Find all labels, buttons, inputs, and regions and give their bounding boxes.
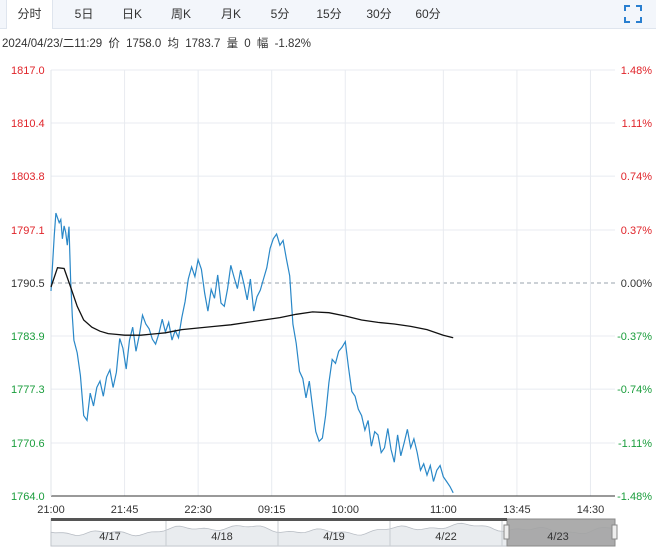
tab-weekly-k[interactable]: 周K bbox=[170, 7, 191, 21]
info-datetime: 2024/04/23/二11:29 bbox=[2, 38, 103, 50]
quote-info-bar: 2024/04/23/二11:29 价 1758.0 均 1783.7 量 0 … bbox=[2, 35, 314, 51]
time-tick-label: 09:15 bbox=[258, 504, 286, 516]
info-vol-label: 量 bbox=[226, 38, 239, 50]
info-price: 1758.0 bbox=[126, 38, 162, 50]
info-chg-label: 幅 bbox=[256, 38, 269, 50]
price-tick-label: 1797.1 bbox=[11, 225, 45, 237]
navigator-handle-right bbox=[611, 524, 618, 540]
navigator-top-bar bbox=[51, 518, 507, 521]
percent-tick-label: -1.48% bbox=[617, 491, 652, 503]
time-axis-labels: 21:00 21:45 22:30 09:15 10:00 11:00 13:45 14:30 bbox=[37, 504, 604, 516]
price-tick-label: 1764.0 bbox=[11, 491, 45, 503]
tab-30min[interactable]: 30分 bbox=[366, 7, 392, 21]
price-tick-label: 1803.8 bbox=[11, 171, 45, 183]
percent-tick-label: -1.11% bbox=[618, 438, 652, 450]
time-tick-label: 11:00 bbox=[430, 504, 457, 516]
percent-tick-label: 0.74% bbox=[621, 171, 652, 183]
tab-5day[interactable]: 5日 bbox=[74, 7, 94, 21]
navigator-handle-left bbox=[503, 524, 510, 540]
navigator-date-label: 4/18 bbox=[211, 531, 232, 543]
chart-series bbox=[50, 212, 454, 494]
price-tick-label: 1790.5 bbox=[11, 278, 45, 290]
price-axis-labels: 1817.0 1810.4 1803.8 1797.1 1790.5 1783.9 1777… bbox=[11, 65, 45, 503]
tab-daily-k[interactable]: 日K bbox=[121, 7, 142, 21]
price-line bbox=[50, 212, 454, 494]
percent-tick-label: -0.37% bbox=[617, 331, 652, 343]
tab-60min[interactable]: 60分 bbox=[415, 7, 441, 21]
navigator-date-label: 4/17 bbox=[99, 531, 120, 543]
time-tick-label: 10:00 bbox=[331, 504, 359, 516]
info-chg: -1.82% bbox=[274, 38, 312, 50]
navigator-date-label: 4/19 bbox=[323, 531, 344, 543]
info-price-label: 价 bbox=[108, 38, 120, 50]
price-tick-label: 1783.9 bbox=[11, 331, 45, 343]
price-tick-label: 1810.4 bbox=[11, 118, 45, 130]
time-tick-label: 21:00 bbox=[37, 504, 65, 516]
price-tick-label: 1777.3 bbox=[11, 384, 45, 396]
time-tick-label: 13:45 bbox=[503, 504, 531, 516]
tab-monthly-k[interactable]: 月K bbox=[220, 7, 241, 21]
info-avg-label: 均 bbox=[167, 38, 179, 50]
time-tick-label: 14:30 bbox=[577, 504, 605, 516]
tab-intraday[interactable]: 分时 bbox=[6, 0, 53, 29]
tab-15min[interactable]: 15分 bbox=[316, 7, 342, 21]
time-tick-label: 22:30 bbox=[184, 504, 212, 516]
tab-5min[interactable]: 5分 bbox=[270, 7, 290, 21]
fullscreen-icon[interactable] bbox=[624, 5, 642, 23]
navigator-selection bbox=[506, 518, 616, 547]
navigator-date-label: 4/23 bbox=[547, 531, 568, 543]
percent-tick-label: 1.48% bbox=[621, 65, 652, 77]
info-avg: 1783.7 bbox=[185, 38, 221, 50]
chart-grid bbox=[50, 69, 615, 497]
percent-tick-label: 0.37% bbox=[621, 225, 652, 237]
info-vol: 0 bbox=[244, 38, 251, 50]
price-tick-label: 1817.0 bbox=[11, 65, 45, 77]
percent-tick-label: 1.11% bbox=[622, 118, 653, 130]
percent-tick-label: -0.74% bbox=[617, 384, 652, 396]
percent-axis-labels: 1.48% 1.11% 0.74% 0.37% 0.00% -0.37% -0.74% -1.… bbox=[617, 65, 652, 503]
price-tick-label: 1770.6 bbox=[11, 438, 45, 450]
range-navigator[interactable]: 4/17 4/18 4/19 4/22 4/23 bbox=[50, 518, 618, 547]
period-tab-bar: 分时 5日 日K 周K 月K 5分 15分 30分 60分 bbox=[0, 0, 656, 29]
navigator-date-label: 4/22 bbox=[435, 531, 456, 543]
time-tick-label: 21:45 bbox=[111, 504, 139, 516]
percent-tick-label: 0.00% bbox=[621, 278, 652, 290]
average-price-line bbox=[50, 266, 454, 339]
